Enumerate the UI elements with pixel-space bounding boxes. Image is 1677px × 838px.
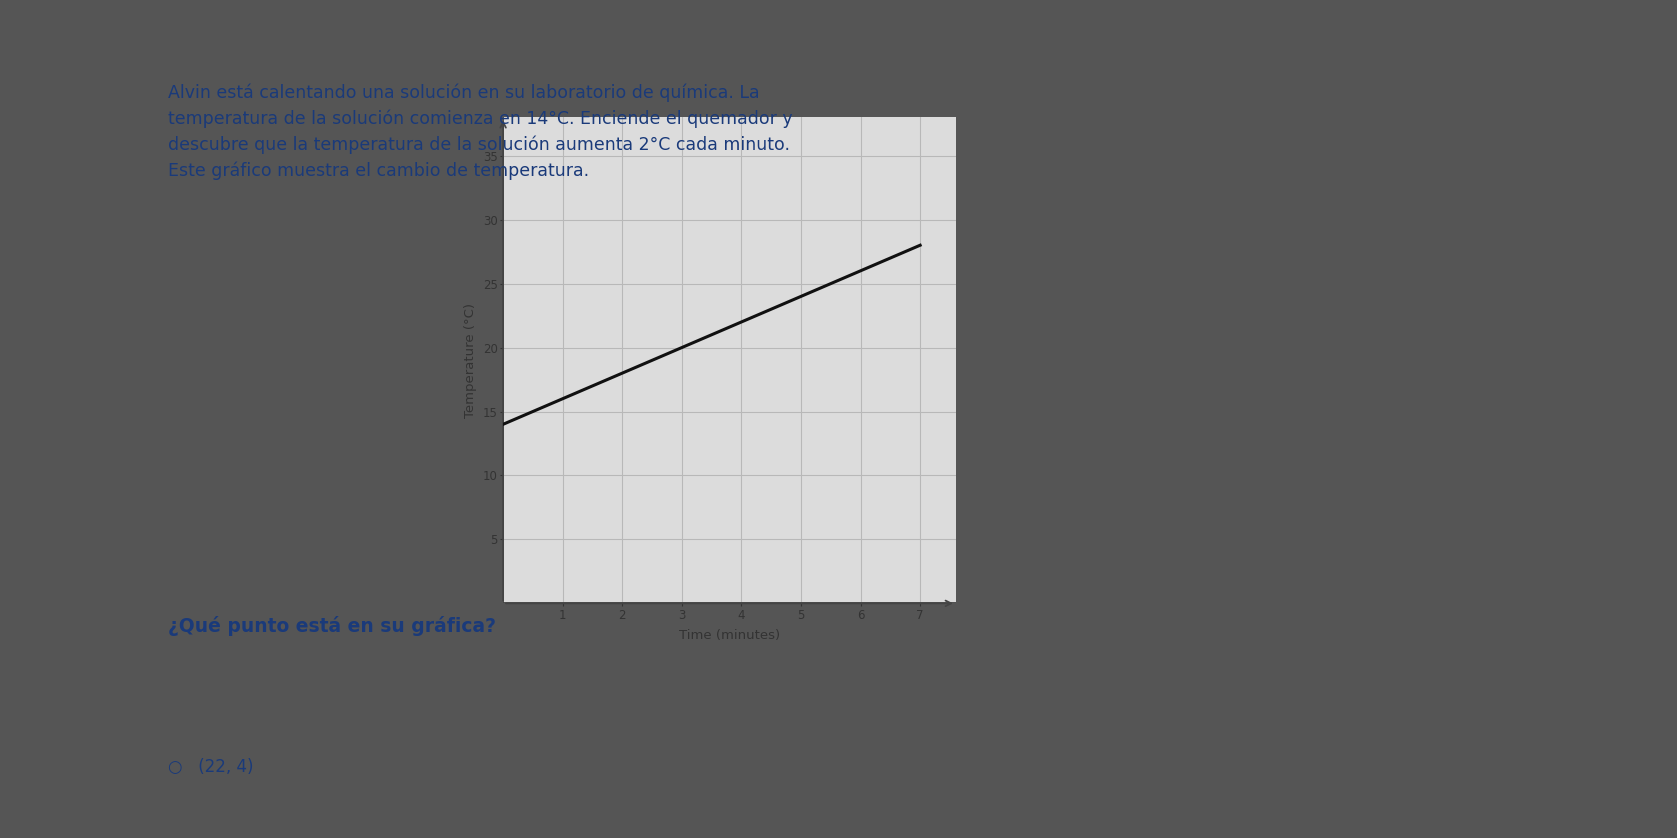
X-axis label: Time (minutes): Time (minutes) — [679, 628, 780, 642]
Text: ○   (22, 4): ○ (22, 4) — [168, 758, 253, 776]
Text: ¿Qué punto está en su gráfica?: ¿Qué punto está en su gráfica? — [168, 616, 496, 636]
Text: Alvin está calentando una solución en su laboratorio de química. La
temperatura : Alvin está calentando una solución en su… — [168, 84, 792, 179]
Text: 3 de 4 PREGUNTAS: 3 de 4 PREGUNTAS — [1046, 742, 1166, 755]
Y-axis label: Temperature (°C): Temperature (°C) — [465, 303, 478, 418]
